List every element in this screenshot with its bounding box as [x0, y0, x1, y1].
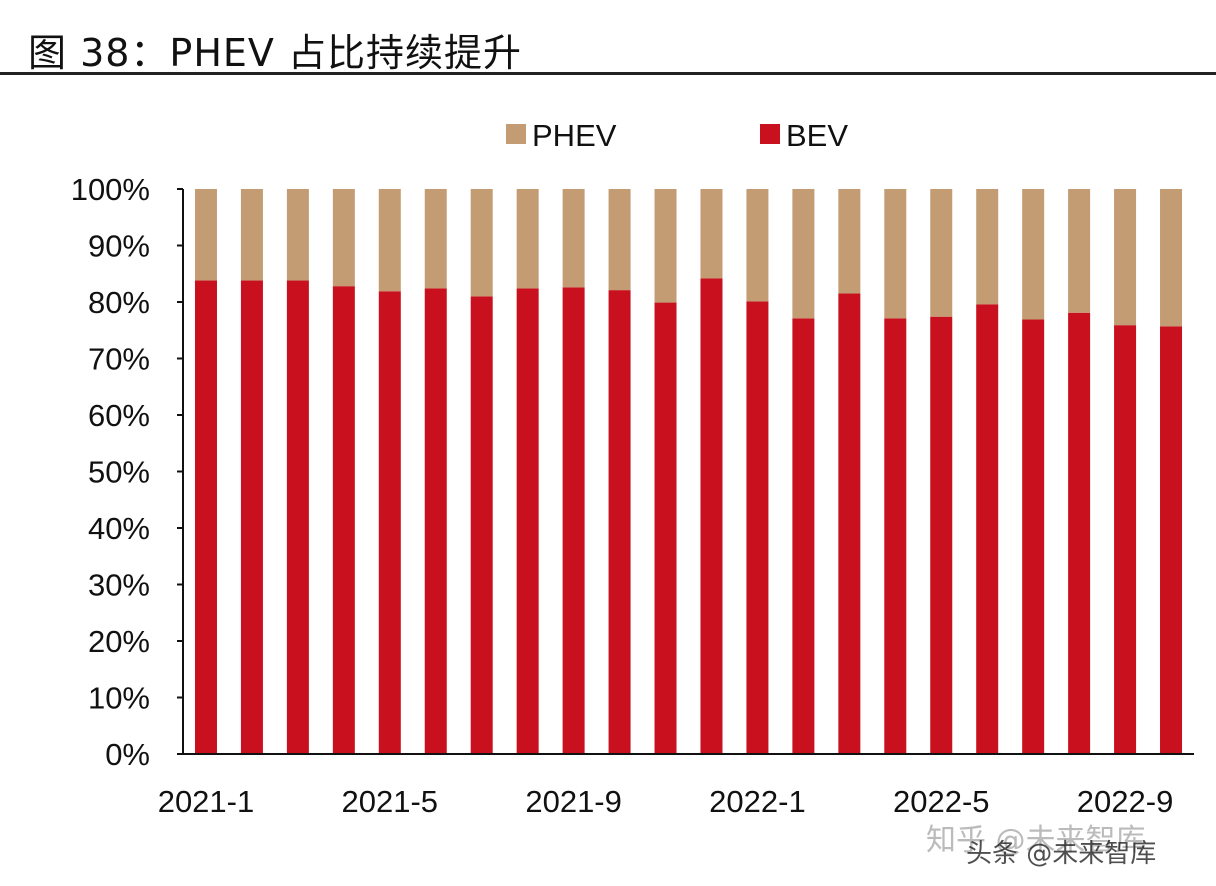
bar-phev-2021-8 — [516, 189, 539, 289]
x-tick-label: 2021-5 — [342, 784, 439, 819]
y-tick-label: 20% — [88, 624, 150, 659]
y-tick-label: 90% — [88, 229, 150, 264]
bar-phev-2022-6 — [976, 189, 999, 305]
legend-swatch-bev — [760, 124, 780, 144]
bar-bev-2021-11 — [654, 302, 677, 754]
bar-bev-2022-6 — [976, 304, 999, 754]
x-tick-label: 2021-1 — [158, 784, 255, 819]
bar-phev-2022-7 — [1022, 189, 1045, 320]
bar-phev-2021-3 — [286, 189, 309, 281]
bar-bev-2021-3 — [286, 280, 309, 754]
y-tick-label: 80% — [88, 285, 150, 320]
bar-phev-2021-12 — [700, 189, 723, 279]
bar-bev-2022-10 — [1160, 326, 1183, 754]
bar-phev-2021-2 — [240, 189, 263, 281]
legend-swatch-phev — [506, 124, 526, 144]
bar-phev-2021-1 — [194, 189, 217, 281]
bar-phev-2021-4 — [332, 189, 355, 287]
bar-phev-2022-10 — [1160, 189, 1183, 327]
bar-bev-2022-2 — [792, 318, 815, 754]
watermark-toutiao: 头条 @未来智库 — [966, 839, 1157, 869]
bar-bev-2022-9 — [1114, 325, 1137, 754]
y-tick-label: 40% — [88, 511, 150, 546]
bar-phev-2021-9 — [562, 189, 585, 288]
bar-bev-2021-4 — [332, 286, 355, 754]
bar-bev-2022-1 — [746, 301, 769, 754]
watermark-zhihu: 知乎 @未来智库 — [926, 823, 1146, 858]
bar-phev-2021-11 — [654, 189, 677, 303]
bar-bev-2022-7 — [1022, 319, 1045, 754]
x-tick-label: 2022-9 — [1077, 784, 1174, 819]
y-tick-label: 10% — [88, 681, 150, 716]
bar-bev-2021-8 — [516, 288, 539, 754]
bar-phev-2022-5 — [930, 189, 953, 317]
legend: PHEV BEV — [506, 118, 848, 153]
bar-bev-2021-7 — [470, 296, 493, 754]
bar-bev-2021-5 — [378, 291, 401, 754]
figure-title: 图 38：PHEV 占比持续提升 — [28, 31, 523, 75]
x-tick-label: 2021-9 — [525, 784, 622, 819]
bar-phev-2021-10 — [608, 189, 631, 291]
bar-bev-2022-5 — [930, 316, 953, 754]
bar-bev-2021-12 — [700, 278, 723, 754]
legend-label-bev: BEV — [786, 118, 848, 153]
bar-bev-2021-6 — [424, 288, 447, 754]
x-tick-label: 2022-5 — [893, 784, 990, 819]
bar-phev-2021-6 — [424, 189, 447, 289]
bar-phev-2022-3 — [838, 189, 861, 294]
bar-phev-2021-5 — [378, 189, 401, 292]
bar-phev-2021-7 — [470, 189, 493, 297]
y-tick-label: 100% — [71, 172, 150, 207]
bar-bev-2022-8 — [1068, 312, 1091, 754]
title-rule — [0, 72, 1216, 75]
y-tick-label: 30% — [88, 568, 150, 603]
bar-phev-2022-1 — [746, 189, 769, 302]
y-tick-label: 50% — [88, 455, 150, 490]
y-tick-label: 70% — [88, 342, 150, 377]
y-tick-label: 60% — [88, 398, 150, 433]
bar-bev-2021-10 — [608, 290, 631, 754]
bar-phev-2022-8 — [1068, 189, 1091, 313]
bar-bev-2021-1 — [194, 280, 217, 754]
x-tick-label: 2022-1 — [709, 784, 806, 819]
bar-bev-2022-3 — [838, 293, 861, 754]
bar-bev-2021-2 — [240, 280, 263, 754]
legend-label-phev: PHEV — [532, 118, 617, 153]
bar-bev-2021-9 — [562, 287, 585, 754]
bar-phev-2022-2 — [792, 189, 815, 319]
y-tick-label: 0% — [105, 737, 150, 772]
bar-phev-2022-4 — [884, 189, 907, 319]
bar-bev-2022-4 — [884, 318, 907, 754]
bar-phev-2022-9 — [1114, 189, 1137, 326]
